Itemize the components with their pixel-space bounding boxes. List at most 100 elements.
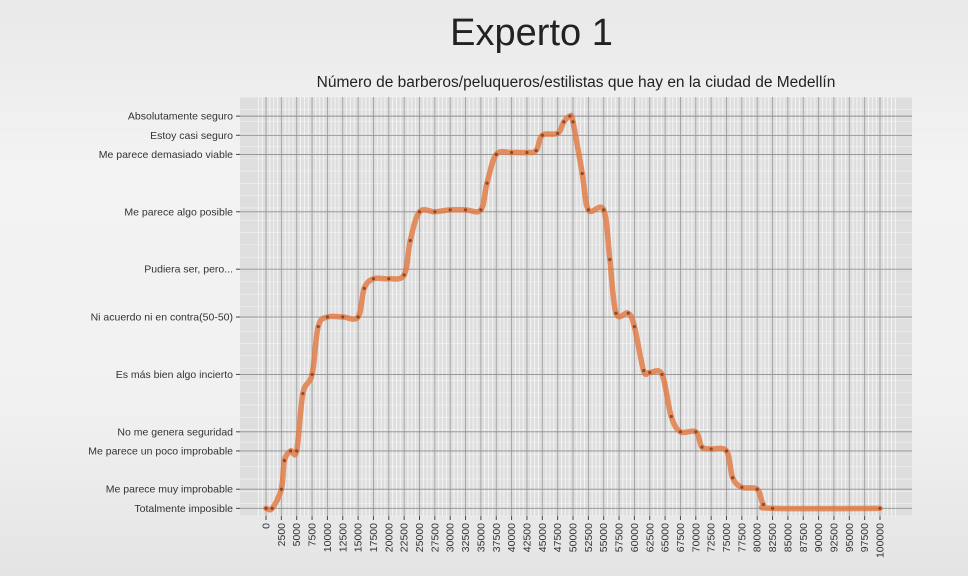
data-point [402, 273, 406, 277]
x-tick-label: 32500 [460, 523, 472, 552]
data-point [433, 210, 437, 214]
data-point [608, 258, 612, 262]
x-tick-label: 67500 [675, 523, 687, 552]
data-point [479, 208, 483, 212]
page-title: Experto 1 [450, 12, 613, 54]
data-point [485, 181, 489, 185]
data-point [371, 277, 376, 281]
x-tick-label: 85000 [782, 523, 794, 552]
x-tick-label: 65000 [660, 523, 672, 552]
x-tick-label: 82500 [767, 523, 779, 552]
data-point [740, 485, 744, 489]
x-tick-label: 55000 [598, 523, 610, 552]
data-point [540, 133, 544, 137]
x-tick-label: 25000 [414, 523, 426, 552]
data-point [316, 324, 320, 329]
series-layer [263, 112, 883, 513]
x-axis: 0 2500 5000 7500 10000 12500 15000 17500 20000 22… [261, 516, 887, 558]
x-tick-label: 22500 [399, 523, 411, 552]
data-point [648, 370, 652, 375]
data-point [510, 150, 514, 155]
major-grid [240, 97, 912, 516]
x-tick-label: 57500 [614, 523, 626, 552]
data-point [288, 449, 293, 453]
x-tick-label: 35000 [475, 523, 487, 552]
x-tick-label: 47500 [552, 523, 564, 552]
data-point [408, 238, 412, 243]
data-point [387, 277, 391, 281]
data-point [878, 506, 882, 510]
data-point [755, 487, 759, 491]
x-tick-label: 37500 [491, 523, 503, 552]
x-tick-label: 0 [261, 523, 273, 529]
data-point [602, 208, 606, 212]
x-tick-label: 50000 [568, 523, 580, 552]
x-tick-label: 2500 [276, 523, 288, 547]
data-point [556, 131, 560, 135]
x-tick-label: 7500 [307, 523, 319, 547]
x-tick-label: 42500 [521, 523, 533, 552]
data-point [724, 449, 729, 453]
x-tick-label: 27500 [429, 523, 441, 552]
x-tick-label: 95000 [844, 523, 856, 552]
data-point [568, 114, 572, 118]
x-tick-label: 60000 [629, 523, 641, 552]
data-point [463, 208, 468, 212]
data-point [580, 171, 584, 176]
y-tick-label: Ni acuerdo ni en contra(50-50) [91, 312, 233, 324]
data-point [660, 372, 664, 377]
x-tick-label: 80000 [752, 523, 764, 552]
data-point [494, 152, 498, 156]
data-point [325, 315, 329, 319]
x-tick-label: 62500 [644, 523, 656, 552]
data-point [356, 315, 360, 319]
data-point [270, 506, 274, 510]
x-tick-label: 45000 [537, 523, 549, 552]
x-tick-label: 30000 [445, 523, 457, 552]
data-point [709, 447, 713, 451]
data-point [301, 391, 305, 396]
y-tick-label: Pudiera ser, pero... [144, 264, 233, 276]
y-tick-label: Me parece un poco improbable [88, 445, 233, 457]
data-point [731, 476, 735, 480]
x-tick-label: 87500 [798, 523, 810, 552]
data-point [264, 506, 268, 510]
x-tick-label: 90000 [813, 523, 825, 552]
y-tick-label: Me parece algo posible [124, 206, 233, 218]
data-point [362, 286, 366, 290]
x-tick-label: 100000 [875, 523, 887, 558]
y-tick-label: Absolutamente seguro [128, 111, 233, 123]
y-tick-label: Me parece muy improbable [106, 484, 233, 496]
data-point [534, 148, 538, 153]
data-point [341, 315, 345, 319]
data-point [770, 506, 775, 510]
data-point [614, 311, 618, 315]
data-point [694, 430, 698, 434]
x-tick-label: 52500 [583, 523, 595, 552]
data-point [525, 150, 529, 155]
x-tick-label: 40000 [506, 523, 518, 552]
data-point [700, 445, 704, 449]
data-point [310, 372, 314, 377]
data-point [678, 430, 683, 434]
x-tick-label: 12500 [337, 523, 349, 552]
x-tick-label: 97500 [859, 523, 871, 552]
data-point [632, 324, 637, 329]
data-point [761, 502, 765, 507]
y-tick-label: Estoy casi seguro [150, 130, 233, 142]
data-point [448, 208, 452, 212]
data-point [571, 120, 575, 124]
data-point [642, 368, 646, 373]
x-tick-label: 75000 [721, 523, 733, 552]
data-point [669, 414, 673, 419]
data-point [417, 210, 422, 214]
x-tick-label: 77500 [736, 523, 748, 552]
x-tick-label: 15000 [353, 523, 365, 552]
y-tick-label: Es más bien algo incierto [116, 369, 233, 381]
y-tick-label: No me genera seguridad [117, 426, 233, 438]
chart-title: Número de barberos/peluqueros/estilistas… [316, 74, 836, 91]
x-tick-label: 17500 [368, 523, 380, 552]
data-point [626, 311, 630, 315]
